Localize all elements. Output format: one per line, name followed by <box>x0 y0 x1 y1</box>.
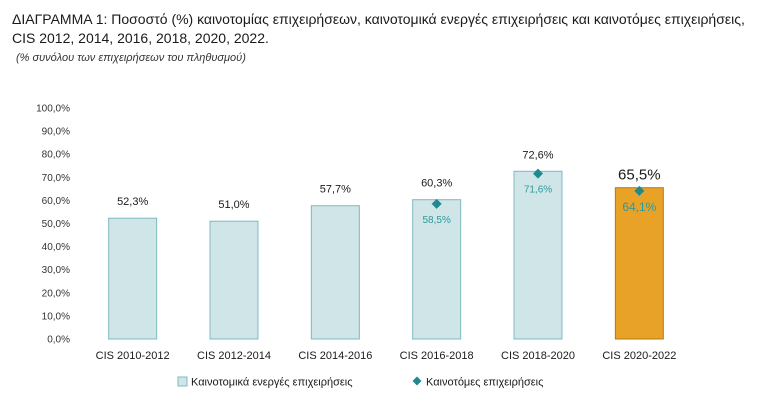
bar-value-label: 65,5% <box>618 167 661 184</box>
legend-bar-label: Καινοτομικά ενεργές επιχειρήσεις <box>191 377 353 389</box>
y-tick-label: 40,0% <box>42 242 70 253</box>
bar <box>412 199 462 340</box>
y-tick-label: 0,0% <box>47 335 70 346</box>
bar-value-label: 51,0% <box>218 199 249 211</box>
y-tick-label: 90,0% <box>42 127 70 138</box>
bar-labels-group: 52,3% 51,0% 57,7% 60,3% 72,6% 65,5% <box>117 149 661 211</box>
bar <box>513 170 563 340</box>
x-category-label: CIS 2010-2012 <box>96 350 170 362</box>
bars-group <box>108 170 664 340</box>
bar-value-label: 60,3% <box>421 178 452 190</box>
bar <box>108 217 158 340</box>
legend: Καινοτομικά ενεργές επιχειρήσεις Καινοτό… <box>177 376 543 389</box>
bar-value-label: 57,7% <box>320 184 351 196</box>
bar-value-label: 72,6% <box>522 149 553 161</box>
bar <box>614 187 664 340</box>
y-tick-label: 30,0% <box>42 265 70 276</box>
bar <box>209 220 259 340</box>
y-tick-label: 80,0% <box>42 150 70 161</box>
y-tick-label: 20,0% <box>42 288 70 299</box>
markers-group <box>431 168 645 209</box>
x-category-label: CIS 2012-2014 <box>197 350 271 362</box>
bar <box>310 205 360 340</box>
marker <box>634 185 645 196</box>
x-axis-categories: CIS 2010-2012 CIS 2012-2014 CIS 2014-2016 C… <box>96 350 677 362</box>
marker <box>533 168 543 179</box>
y-tick-label: 50,0% <box>42 219 70 230</box>
y-tick-label: 100,0% <box>36 104 70 115</box>
y-tick-label: 10,0% <box>42 311 70 322</box>
marker-value-label: 71,6% <box>524 185 552 196</box>
marker-labels-group: 58,5% 71,6% 64,1% <box>422 185 656 226</box>
x-category-label: CIS 2014-2016 <box>298 350 372 362</box>
bar-value-label: 52,3% <box>117 196 148 208</box>
y-axis-ticks: 0,0% 10,0% 20,0% 30,0% 40,0% 50,0% 60,0% 70,0% 8… <box>36 104 70 346</box>
marker-value-label: 64,1% <box>622 200 656 214</box>
y-tick-label: 60,0% <box>42 196 70 207</box>
marker-value-label: 58,5% <box>422 215 450 226</box>
chart-title: ΔΙΑΓΡΑΜΜΑ 1: Ποσοστό (%) καινοτομίας επι… <box>12 11 745 46</box>
legend-bar-swatch <box>177 376 188 387</box>
y-tick-label: 70,0% <box>42 173 70 184</box>
x-category-label: CIS 2020-2022 <box>602 350 676 362</box>
chart-subtitle: (% συνόλου των επιχειρήσεων του πληθυσμο… <box>16 52 246 64</box>
x-category-label: CIS 2016-2018 <box>400 350 474 362</box>
legend-marker-label: Καινοτόμες επιχειρήσεις <box>426 377 543 389</box>
legend-marker-swatch <box>412 376 422 386</box>
marker <box>431 198 442 209</box>
x-category-label: CIS 2018-2020 <box>501 350 575 362</box>
